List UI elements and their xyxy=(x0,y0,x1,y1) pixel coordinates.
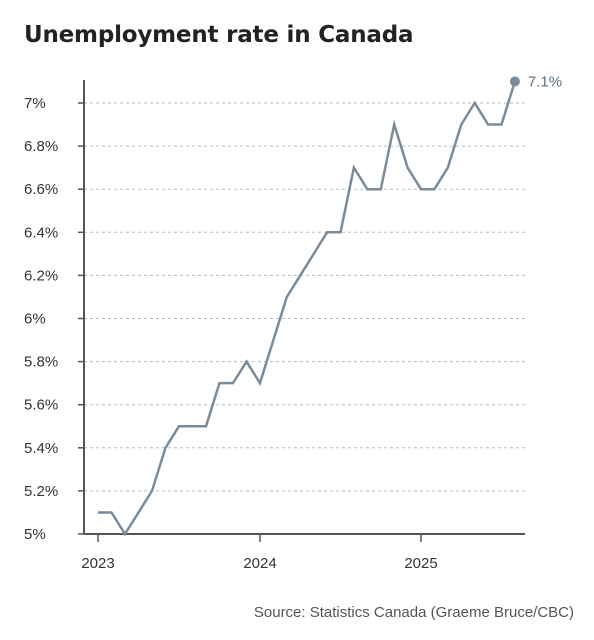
x-tick-label: 2025 xyxy=(404,555,437,572)
y-tick-label: 6.2% xyxy=(24,267,58,284)
y-tick-label: 5.6% xyxy=(24,397,58,414)
y-tick-label: 5.8% xyxy=(24,354,58,371)
y-tick-label: 7% xyxy=(24,95,46,112)
y-tick-label: 5.2% xyxy=(24,483,58,500)
y-tick-label: 5% xyxy=(24,526,46,543)
x-axis-ticks: 2023 2024 2025 xyxy=(81,534,438,572)
end-value-label: 7.1% xyxy=(528,73,562,90)
y-axis-ticks: 5% 5.2% 5.4% 5.6% 5.8% 6% 6.2% 6.4% 6.6% 6.8% 7% xyxy=(24,95,84,543)
y-tick-label: 6.4% xyxy=(24,224,58,241)
series-line xyxy=(98,81,517,537)
y-tick-label: 5.4% xyxy=(24,440,58,457)
gridlines xyxy=(84,102,525,492)
y-tick-label: 6.6% xyxy=(24,181,58,198)
y-tick-label: 6% xyxy=(24,311,46,328)
end-point-marker xyxy=(509,76,520,87)
y-tick-label: 6.8% xyxy=(24,138,58,155)
x-tick-label: 2024 xyxy=(243,555,276,572)
x-tick-label: 2023 xyxy=(81,555,114,572)
source-credit: Source: Statistics Canada (Graeme Bruce/… xyxy=(253,604,574,621)
chart-title: Unemployment rate in Canada xyxy=(24,22,414,48)
